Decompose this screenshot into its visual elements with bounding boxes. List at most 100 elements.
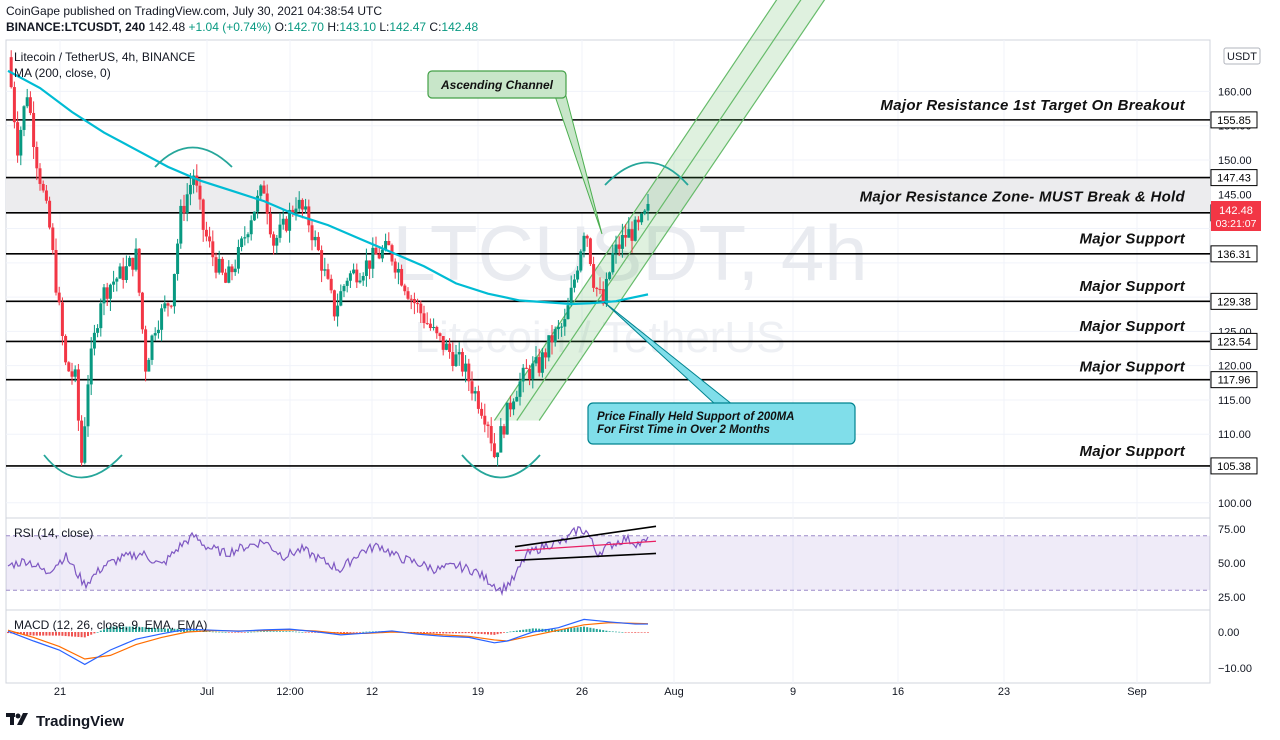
candle-body [32,112,36,148]
candle-body [217,258,221,273]
macd-signal-line [7,622,649,660]
support-label: Major Support [1079,278,1185,295]
macd-hist-bar [285,631,288,632]
resistance-zone-label: Major Resistance Zone- MUST Break & Hold [860,189,1186,206]
macd-hist-bar [432,632,435,634]
candle-body [566,305,570,320]
macd-hist-bar [493,632,496,635]
candle-body [345,280,349,286]
macd-hist-bar [279,631,281,632]
macd-hist-bar [256,631,259,633]
macd-hist-bar [445,632,448,634]
macd-hist-bar [170,628,173,632]
macd-hist-bar [301,632,304,633]
candle-body [425,323,429,325]
countdown-label: 03:21:07 [1216,218,1257,230]
macd-hist-bar [487,632,489,635]
candle-body [435,326,439,334]
candle-body [198,185,202,200]
candle-body [112,281,116,285]
close-value: 142.48 [441,20,479,34]
level-price-tag [1210,457,1258,475]
macd-hist-bar [211,631,214,633]
candle-body [553,329,557,343]
macd-hist-bar [576,627,579,632]
candle-body [505,402,509,435]
macd-hist-bar [186,629,189,632]
candle-body [19,129,23,156]
callout-200ma-line1: Price Finally Held Support of 200MA [597,411,794,423]
macd-hist-bar [234,632,237,633]
high-value: 143.10 [339,20,377,34]
candle-body [617,244,621,249]
candle-body [307,206,311,226]
macd-hist-bar [451,632,454,634]
macd-hist-bar [218,631,221,633]
macd-hist-bar [39,632,41,636]
candle-body [115,278,119,282]
macd-hist-bar [483,632,486,635]
candle-body [38,168,42,184]
rsi-legend: RSI (14, close) [14,526,93,540]
low-value: 142.47 [389,20,427,34]
candle-body [44,190,48,201]
macd-hist-bar [32,632,35,636]
level-price-label: 136.31 [1217,249,1251,261]
macd-hist-bar [58,632,61,636]
candle-body [76,369,80,421]
macd-hist-bar [189,629,192,632]
candle-body [640,213,644,223]
macd-hist-bar [163,628,166,632]
candle-body [339,291,343,306]
candle-body [460,352,464,372]
candle-body [153,333,157,336]
macd-hist-bar [643,632,646,633]
candle-body [486,424,490,427]
candle-body [166,303,170,306]
candle-body [608,272,612,279]
macd-hist-bar [602,630,605,632]
ma200-line [7,69,649,306]
support-label: Major Support [1079,443,1185,460]
macd-hist-bar [237,632,240,633]
macd-hist-bar [339,632,342,634]
candle-body [371,247,375,269]
candle-body [172,273,176,307]
candle-body [236,247,240,269]
callout-ascending-channel-text: Ascending Channel [440,78,554,92]
candle-body [281,218,285,225]
low-label: L: [379,20,390,34]
candle-body [160,308,164,330]
macd-hist-bar [371,631,374,633]
macd-hist-bar [567,628,569,632]
macd-hist-bar [560,629,563,632]
candle-body [438,333,442,337]
macd-hist-bar [579,626,582,632]
macd-hist-bar [586,627,589,632]
candle-body [396,268,400,273]
candle-body [48,200,52,228]
callout-ascending-channel [427,70,567,99]
candle-body [278,224,282,238]
macd-hist-bar [35,632,38,636]
support-label: Major Support [1079,230,1185,247]
level-price-label: 155.85 [1217,115,1251,127]
candle-body [60,302,64,336]
candle-body [233,268,237,273]
candle-body [483,415,487,425]
candles [9,50,650,467]
macd-hist-bar [368,631,371,633]
candle-body [243,237,247,239]
candle-body [464,363,468,372]
candle-body [118,266,122,279]
candle-body [108,284,112,299]
y-tick-label: 145.00 [1218,189,1252,201]
candle-body [598,289,602,291]
candle-body [444,343,448,350]
macd-hist-bar [605,630,608,632]
macd-hist-bar [269,631,272,632]
candle-body [457,352,461,355]
candle-body [428,323,432,329]
macd-hist-bar [503,632,505,633]
